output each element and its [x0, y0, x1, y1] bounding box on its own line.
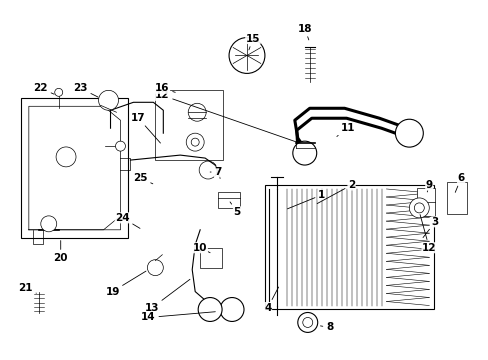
Bar — [264, 185, 433, 310]
Text: 14: 14 — [141, 312, 215, 323]
Text: 16: 16 — [155, 84, 175, 93]
Circle shape — [413, 203, 424, 213]
Text: 4: 4 — [264, 287, 278, 312]
Text: 7: 7 — [210, 167, 222, 177]
Text: 2: 2 — [317, 180, 354, 204]
Circle shape — [395, 119, 423, 147]
Text: 17: 17 — [131, 113, 160, 143]
Text: 10: 10 — [193, 243, 210, 253]
Circle shape — [186, 133, 203, 151]
Text: 21: 21 — [19, 283, 36, 293]
Circle shape — [55, 88, 62, 96]
Bar — [416, 188, 434, 216]
Text: 25: 25 — [133, 173, 153, 184]
Circle shape — [199, 161, 217, 179]
Circle shape — [198, 298, 222, 321]
Text: 6: 6 — [454, 173, 464, 192]
Bar — [21, 98, 128, 238]
Text: 18: 18 — [297, 24, 311, 40]
Circle shape — [292, 141, 316, 165]
Circle shape — [188, 103, 206, 121]
Text: 23: 23 — [73, 84, 98, 97]
Circle shape — [56, 147, 76, 167]
Text: 19: 19 — [105, 271, 146, 297]
Text: 5: 5 — [229, 202, 240, 217]
Circle shape — [115, 141, 125, 151]
Circle shape — [41, 216, 57, 232]
Text: 22: 22 — [34, 84, 54, 94]
Text: 8: 8 — [320, 323, 333, 332]
Bar — [200, 248, 222, 268]
Text: 13: 13 — [145, 279, 190, 312]
Circle shape — [408, 198, 428, 218]
Text: 11: 11 — [336, 123, 354, 136]
Bar — [447, 182, 466, 214]
Text: 3: 3 — [422, 217, 438, 238]
Circle shape — [220, 298, 244, 321]
Circle shape — [147, 260, 163, 276]
Bar — [218, 192, 240, 208]
Circle shape — [99, 90, 118, 110]
Text: 9: 9 — [425, 180, 432, 192]
Text: 15: 15 — [245, 33, 260, 50]
Text: 24: 24 — [115, 213, 140, 228]
Circle shape — [191, 138, 199, 146]
Bar — [155, 90, 223, 160]
Text: 1: 1 — [287, 190, 325, 209]
Text: 12: 12 — [155, 90, 297, 142]
Circle shape — [297, 312, 317, 332]
Text: 12: 12 — [419, 215, 436, 253]
Circle shape — [302, 318, 312, 328]
Circle shape — [228, 37, 264, 73]
Text: 20: 20 — [53, 240, 68, 263]
